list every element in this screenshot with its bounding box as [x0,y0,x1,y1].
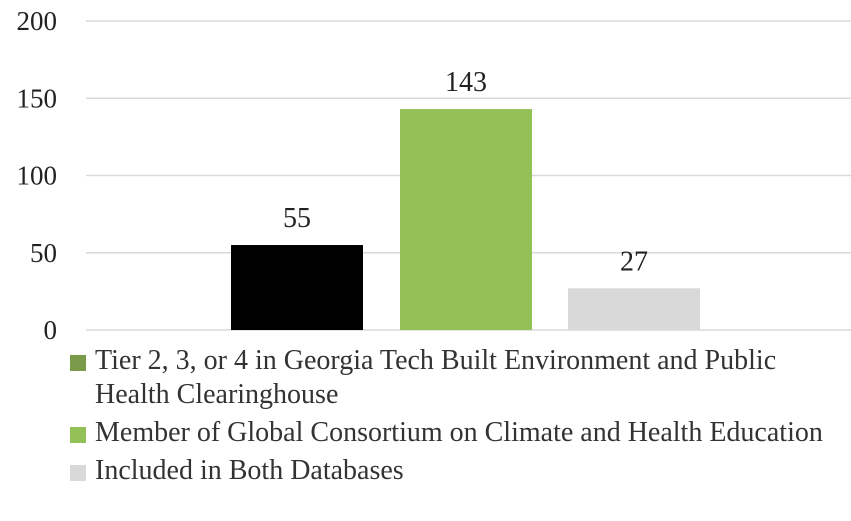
legend-label: Tier 2, 3, or 4 in Georgia Tech Built En… [95,345,777,410]
legend-swatch [70,465,86,481]
legend-item: Member of Global Consortium on Climate a… [70,416,830,450]
legend-swatch [70,355,86,371]
y-tick-label: 100 [17,161,58,191]
bar-chart: 0 50 100 150 200 55 143 27 [17,6,851,345]
y-axis-tick-labels: 0 50 100 150 200 [17,6,58,345]
y-tick-label: 0 [44,315,58,345]
data-labels: 55 143 27 [283,67,648,277]
bars [231,109,700,330]
legend-swatch [70,427,86,443]
y-tick-label: 150 [17,83,58,113]
legend-label: Member of Global Consortium on Climate a… [95,417,823,448]
data-label: 55 [283,203,311,234]
legend-item: Tier 2, 3, or 4 in Georgia Tech Built En… [70,344,830,412]
legend-label: Included in Both Databases [95,455,404,486]
bar [400,109,532,330]
bar [568,288,700,330]
legend: Tier 2, 3, or 4 in Georgia Tech Built En… [70,344,830,492]
y-tick-label: 200 [17,6,58,36]
data-label: 27 [620,246,648,277]
data-label: 143 [445,67,487,98]
bar [231,245,363,330]
y-tick-label: 50 [30,238,57,268]
legend-item: Included in Both Databases [70,454,830,488]
